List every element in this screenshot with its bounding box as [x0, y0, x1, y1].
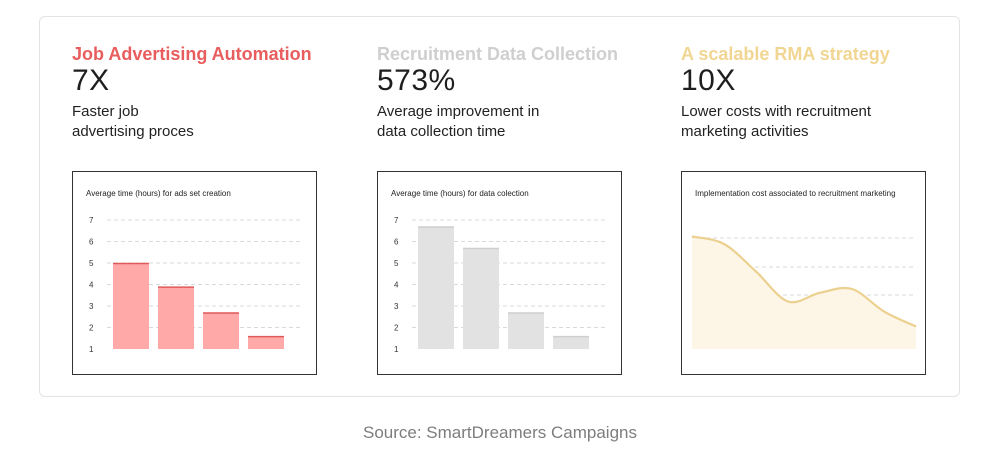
y-tick-label: 7 — [89, 216, 94, 225]
stat-value-2: 573% — [377, 64, 456, 97]
stat-desc-2-line1: Average improvement in — [377, 103, 540, 120]
y-tick-label: 2 — [89, 324, 94, 333]
y-tick-label: 1 — [394, 345, 399, 354]
stat-desc-3-line1: Lower costs with recruitment — [681, 103, 872, 120]
y-tick-label: 3 — [394, 302, 399, 311]
bar — [418, 226, 454, 349]
bar — [553, 336, 589, 349]
chart-1-svg: 1 2 3 4 5 6 7 — [89, 216, 301, 354]
y-tick-label: 6 — [89, 238, 94, 247]
chart-implementation-cost: Implementation cost associated to recrui… — [681, 171, 926, 375]
chart-ads-set-creation: Average time (hours) for ads set creatio… — [72, 171, 317, 375]
y-tick-label: 4 — [89, 281, 94, 290]
chart-data-collection: Average time (hours) for data colection … — [377, 171, 622, 375]
area-fill — [692, 236, 916, 349]
chart-title-1: Average time (hours) for ads set creatio… — [86, 189, 231, 198]
chart-3-svg — [691, 235, 917, 349]
y-tick-label: 1 — [89, 345, 94, 354]
source-caption: Source: SmartDreamers Campaigns — [363, 423, 637, 442]
stat-desc-1-line2: advertising proces — [72, 123, 194, 140]
y-tick-label: 6 — [394, 238, 399, 247]
bar — [463, 247, 499, 349]
stats-card — [39, 16, 960, 397]
bar — [203, 312, 239, 349]
y-tick-label: 7 — [394, 216, 399, 225]
chart-title-2: Average time (hours) for data colection — [391, 189, 529, 198]
y-tick-label: 5 — [394, 259, 399, 268]
stat-title-1: Job Advertising Automation — [72, 44, 312, 64]
stat-value-1: 7X — [72, 64, 110, 97]
bar — [508, 312, 544, 349]
stat-desc-3-line2: marketing activities — [681, 123, 809, 140]
stat-title-2: Recruitment Data Collection — [377, 44, 619, 64]
stat-desc-2-line2: data collection time — [377, 123, 506, 140]
chart-2-svg: 1 2 3 4 5 6 7 — [394, 216, 606, 354]
y-tick-label: 5 — [89, 259, 94, 268]
y-tick-label: 2 — [394, 324, 399, 333]
stat-title-3: A scalable RMA strategy — [681, 44, 890, 64]
series-line — [691, 235, 917, 328]
bar — [158, 286, 194, 349]
bar — [113, 263, 149, 349]
y-tick-label: 4 — [394, 281, 399, 290]
y-tick-label: 3 — [89, 302, 94, 311]
bar — [248, 336, 284, 349]
stat-value-3: 10X — [681, 64, 736, 97]
stat-desc-1-line1: Faster job — [72, 103, 139, 120]
chart-title-3: Implementation cost associated to recrui… — [695, 189, 896, 198]
